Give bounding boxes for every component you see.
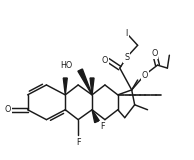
Text: S: S — [124, 53, 129, 62]
Text: HO: HO — [60, 61, 72, 70]
Text: I: I — [126, 29, 128, 38]
Polygon shape — [78, 69, 92, 95]
Text: O: O — [101, 56, 108, 65]
Polygon shape — [92, 110, 99, 123]
Text: F: F — [76, 138, 81, 147]
Polygon shape — [90, 78, 94, 95]
Text: F: F — [100, 122, 105, 131]
Text: O: O — [151, 49, 158, 58]
Text: O: O — [4, 105, 11, 114]
Polygon shape — [63, 78, 67, 95]
Text: O: O — [141, 71, 148, 80]
